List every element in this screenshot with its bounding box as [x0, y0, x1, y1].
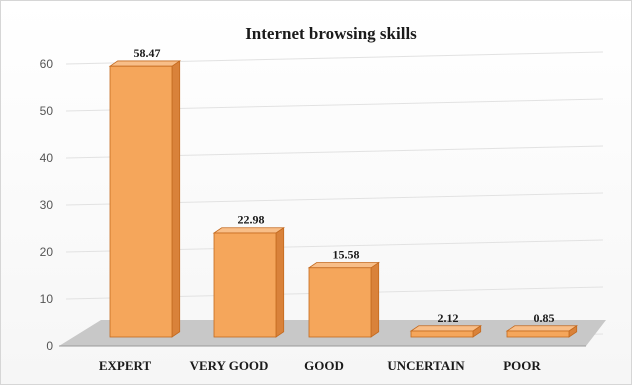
bar-good — [307, 261, 380, 338]
bar-poor — [505, 324, 578, 338]
y-tick-label: 0 — [46, 339, 53, 353]
data-labels: 58.47 22.98 15.58 2.12 0.85 — [134, 46, 555, 325]
bar-uncertain — [409, 324, 482, 338]
bar-very-good — [212, 226, 285, 338]
x-tick-label: EXPERT — [99, 358, 152, 373]
bars — [108, 60, 578, 338]
y-tick-label: 30 — [40, 198, 54, 212]
y-tick-label: 50 — [40, 104, 54, 118]
chart-title: Internet browsing skills — [245, 24, 417, 43]
x-tick-label: VERY GOOD — [190, 358, 269, 373]
y-axis: 0 10 20 30 40 50 60 — [40, 57, 54, 353]
data-label: 0.85 — [534, 311, 555, 325]
y-tick-label: 60 — [40, 57, 54, 71]
bar-expert — [108, 60, 181, 338]
data-label: 15.58 — [333, 248, 360, 262]
x-axis: EXPERT VERY GOOD GOOD UNCERTAIN POOR — [99, 358, 542, 373]
y-tick-label: 10 — [40, 292, 54, 306]
y-tick-label: 40 — [40, 151, 54, 165]
data-label: 2.12 — [438, 311, 459, 325]
data-label: 58.47 — [134, 46, 161, 60]
y-tick-label: 20 — [40, 245, 54, 259]
x-tick-label: UNCERTAIN — [387, 358, 465, 373]
x-tick-label: GOOD — [304, 358, 344, 373]
data-label: 22.98 — [238, 213, 265, 227]
x-tick-label: POOR — [503, 358, 541, 373]
